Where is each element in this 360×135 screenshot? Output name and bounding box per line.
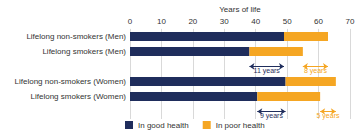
- svg-text:50: 50: [283, 17, 292, 26]
- svg-text:Lifelong smokers (Women): Lifelong smokers (Women): [31, 92, 127, 101]
- svg-text:In good health: In good health: [138, 121, 189, 130]
- svg-text:70: 70: [346, 17, 355, 26]
- svg-text:30: 30: [220, 17, 229, 26]
- svg-text:11 years: 11 years: [254, 67, 281, 75]
- svg-text:60: 60: [314, 17, 323, 26]
- svg-text:Years of life: Years of life: [219, 5, 261, 14]
- svg-text:Lifelong smokers (Men): Lifelong smokers (Men): [42, 47, 126, 56]
- svg-text:20: 20: [188, 17, 197, 26]
- svg-text:Lifelong non-smokers (Women): Lifelong non-smokers (Women): [15, 77, 127, 86]
- svg-text:In poor health: In poor health: [216, 121, 265, 130]
- svg-text:8 years: 8 years: [304, 67, 327, 75]
- svg-text:0: 0: [128, 17, 133, 26]
- svg-text:9 years: 9 years: [260, 112, 283, 120]
- svg-text:10: 10: [157, 17, 166, 26]
- svg-text:40: 40: [251, 17, 260, 26]
- svg-text:5 years: 5 years: [317, 112, 340, 120]
- svg-text:Lifelong non-smokers (Men): Lifelong non-smokers (Men): [26, 32, 126, 41]
